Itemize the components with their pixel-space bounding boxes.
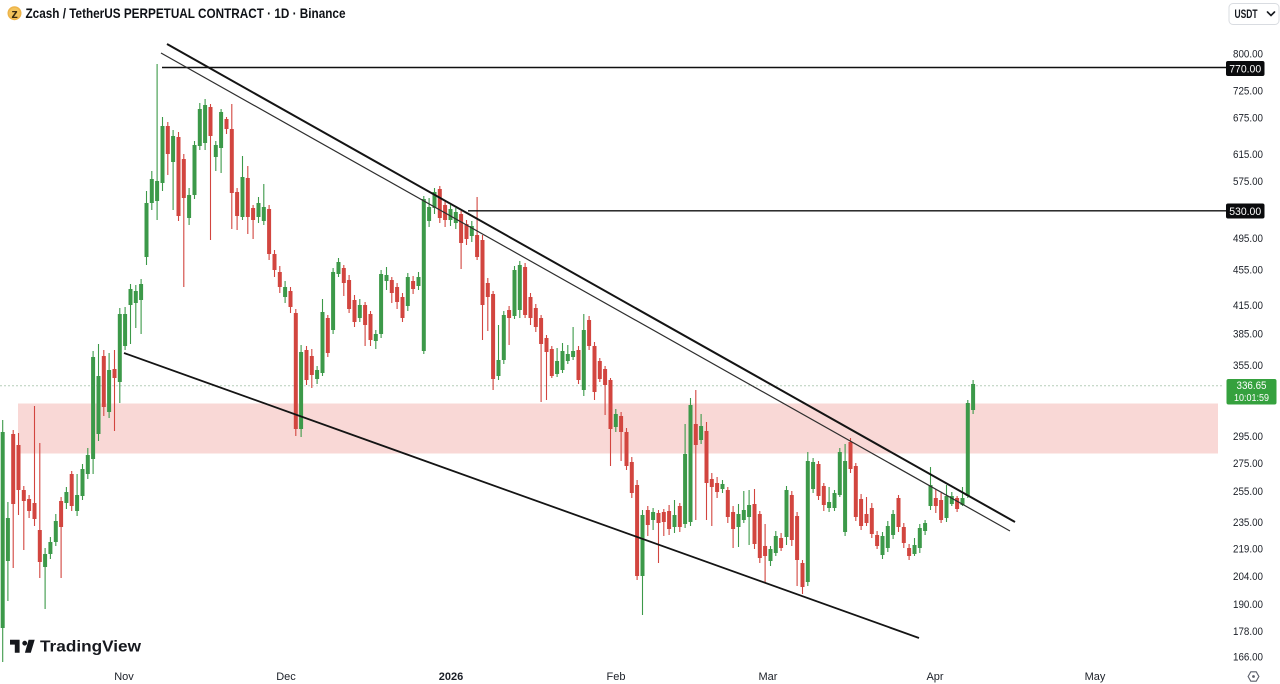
svg-text:2026: 2026 [439, 671, 463, 683]
svg-text:Feb: Feb [607, 671, 626, 683]
svg-text:355.00: 355.00 [1233, 360, 1263, 372]
svg-text:178.00: 178.00 [1233, 626, 1263, 638]
svg-text:235.00: 235.00 [1233, 517, 1263, 529]
svg-text:z: z [11, 6, 18, 21]
svg-text:10:01:59: 10:01:59 [1234, 393, 1269, 404]
svg-text:336.65: 336.65 [1237, 380, 1267, 392]
svg-text:615.00: 615.00 [1233, 149, 1263, 161]
svg-text:Apr: Apr [926, 671, 943, 683]
svg-text:415.00: 415.00 [1233, 300, 1263, 312]
svg-text:530.00: 530.00 [1229, 206, 1261, 218]
svg-text:166.00: 166.00 [1233, 651, 1263, 663]
svg-text:219.00: 219.00 [1233, 543, 1263, 555]
svg-text:770.00: 770.00 [1229, 63, 1261, 75]
svg-text:190.00: 190.00 [1233, 599, 1263, 611]
svg-text:495.00: 495.00 [1233, 233, 1263, 245]
svg-text:675.00: 675.00 [1233, 112, 1263, 124]
svg-text:Mar: Mar [759, 671, 778, 683]
svg-text:295.00: 295.00 [1233, 431, 1263, 443]
svg-text:204.00: 204.00 [1233, 571, 1263, 583]
svg-text:455.00: 455.00 [1233, 265, 1263, 277]
svg-text:Zcash / TetherUS PERPETUAL CON: Zcash / TetherUS PERPETUAL CONTRACT · 1D… [26, 5, 346, 21]
svg-text:275.00: 275.00 [1233, 458, 1263, 470]
svg-text:Nov: Nov [114, 671, 134, 683]
svg-text:800.00: 800.00 [1233, 48, 1263, 60]
svg-text:May: May [1085, 671, 1106, 683]
svg-text:385.00: 385.00 [1233, 329, 1263, 341]
svg-text:575.00: 575.00 [1233, 176, 1263, 188]
svg-text:USDT: USDT [1235, 7, 1258, 21]
svg-text:Dec: Dec [276, 671, 296, 683]
svg-text:TradingView: TradingView [40, 639, 142, 656]
svg-text:725.00: 725.00 [1233, 85, 1263, 97]
svg-text:255.00: 255.00 [1233, 486, 1263, 498]
